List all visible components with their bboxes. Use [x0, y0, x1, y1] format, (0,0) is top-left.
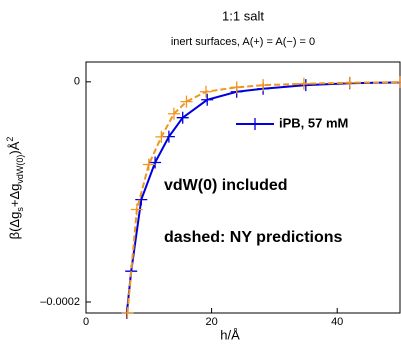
marker	[297, 77, 310, 90]
legend-marker	[249, 118, 261, 130]
marker	[257, 79, 270, 92]
y-axis-label-part: vdW(0)	[15, 155, 25, 184]
annotation: vdW(0) included	[164, 177, 288, 194]
marker	[199, 85, 212, 98]
x-tick-label: 0	[83, 316, 89, 328]
marker	[176, 111, 189, 124]
marker	[180, 95, 193, 108]
marker	[201, 93, 214, 106]
annotation: dashed: NY predictions	[164, 229, 343, 246]
marker	[130, 203, 143, 216]
marker	[299, 79, 312, 92]
y-tick-label: –0.0002	[40, 296, 80, 308]
y-axis-label-part: β(Δg	[7, 212, 22, 240]
chart-title: 1:1 salt	[222, 8, 264, 23]
marker	[343, 76, 356, 89]
y-axis-label-part: +Δg	[7, 184, 22, 208]
marker	[121, 307, 134, 319]
legend-label: iPB, 57 mM	[279, 115, 348, 130]
y-axis-label: β(Δgs+ΔgvdW(0))Å2	[5, 137, 25, 240]
y-axis-label-part: )Å	[7, 141, 22, 154]
y-axis-label-part: 2	[5, 137, 15, 142]
y-tick-label: 0	[74, 76, 80, 88]
x-tick-label: 20	[205, 316, 217, 328]
x-axis-label: h/Å	[220, 327, 240, 342]
series-line	[125, 81, 400, 313]
marker	[167, 107, 180, 120]
marker	[149, 156, 162, 169]
marker	[142, 158, 155, 171]
marker	[155, 130, 168, 143]
y-axis-label-part: s	[15, 207, 25, 212]
series-line	[126, 81, 400, 313]
marker	[230, 81, 243, 94]
plot-frame	[85, 61, 401, 314]
marker	[394, 76, 401, 89]
x-tick-label: 40	[331, 316, 343, 328]
chart-subtitle: inert surfaces, A(+) = A(−) = 0	[171, 36, 315, 48]
